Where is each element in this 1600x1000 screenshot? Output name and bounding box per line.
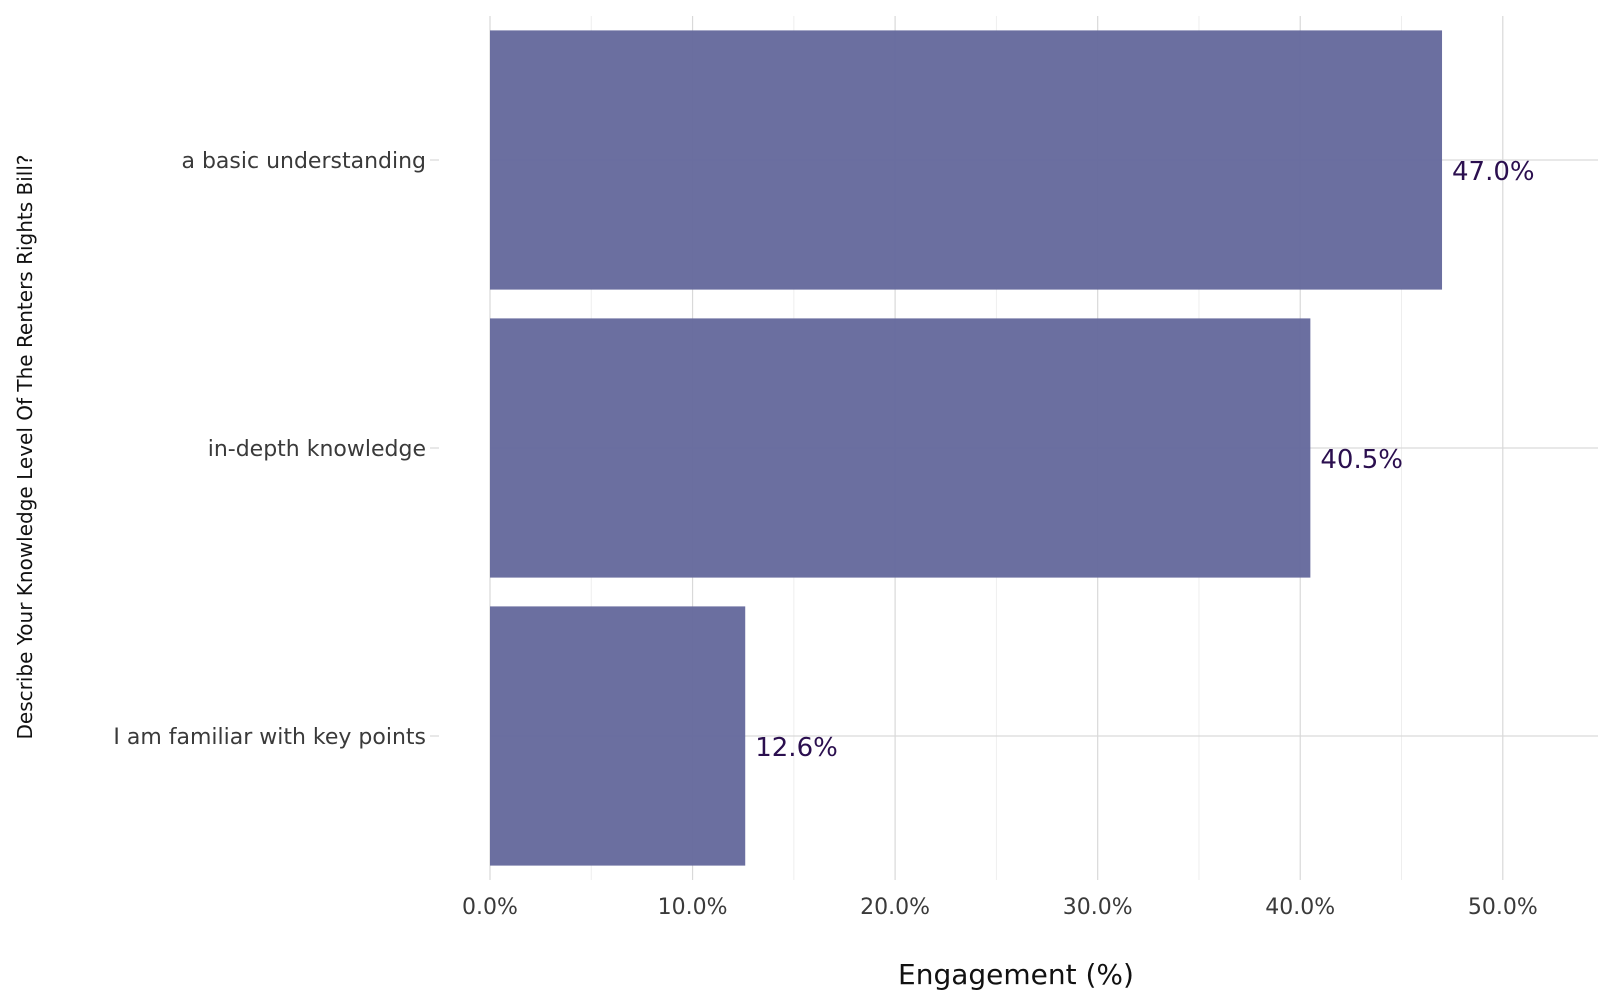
x-tick-label: 40.0% <box>1265 895 1335 920</box>
bar <box>490 30 1443 290</box>
category-labels: a basic understanding in-depth knowledge I… <box>113 149 426 750</box>
bar <box>490 606 746 866</box>
bar <box>490 318 1311 578</box>
category-label: I am familiar with key points <box>113 725 426 750</box>
data-labels: 47.0% 40.5% 12.6% <box>755 157 1534 763</box>
x-tick-label: 30.0% <box>1063 895 1133 920</box>
x-tick-label: 0.0% <box>462 895 518 920</box>
bar-value-label: 12.6% <box>755 733 838 763</box>
x-axis-title: Engagement (%) <box>898 958 1134 991</box>
x-tick-label: 50.0% <box>1468 895 1538 920</box>
bar-value-label: 40.5% <box>1320 445 1403 475</box>
y-axis-title: Describe Your Knowledge Level Of The Ren… <box>13 154 37 739</box>
category-label: in-depth knowledge <box>208 437 426 462</box>
bar-value-label: 47.0% <box>1452 157 1535 187</box>
category-label: a basic understanding <box>181 149 426 174</box>
x-tick-label: 10.0% <box>658 895 728 920</box>
x-tick-label: 20.0% <box>860 895 930 920</box>
bars <box>490 30 1443 866</box>
axis-ticks: 0.0% 10.0% 20.0% 30.0% 40.0% 50.0% <box>430 159 1538 920</box>
